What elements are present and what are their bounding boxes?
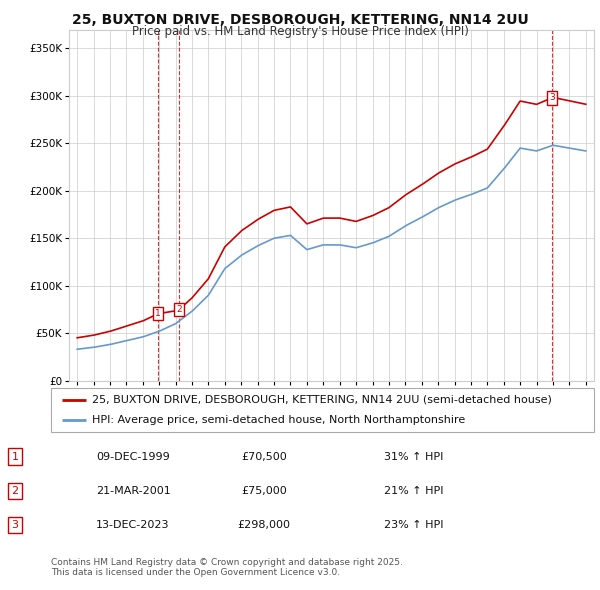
- Text: 1: 1: [155, 309, 161, 318]
- Text: 13-DEC-2023: 13-DEC-2023: [96, 520, 170, 530]
- Text: 2: 2: [176, 305, 182, 314]
- Text: £70,500: £70,500: [241, 452, 287, 461]
- Text: 1: 1: [11, 452, 19, 461]
- Text: Contains HM Land Registry data © Crown copyright and database right 2025.
This d: Contains HM Land Registry data © Crown c…: [51, 558, 403, 577]
- Text: £75,000: £75,000: [241, 486, 287, 496]
- Text: 3: 3: [549, 93, 555, 103]
- FancyBboxPatch shape: [51, 388, 594, 432]
- Text: 21% ↑ HPI: 21% ↑ HPI: [384, 486, 443, 496]
- Text: 09-DEC-1999: 09-DEC-1999: [96, 452, 170, 461]
- Text: Price paid vs. HM Land Registry's House Price Index (HPI): Price paid vs. HM Land Registry's House …: [131, 25, 469, 38]
- Text: HPI: Average price, semi-detached house, North Northamptonshire: HPI: Average price, semi-detached house,…: [92, 415, 465, 425]
- Text: £298,000: £298,000: [238, 520, 290, 530]
- Text: 25, BUXTON DRIVE, DESBOROUGH, KETTERING, NN14 2UU (semi-detached house): 25, BUXTON DRIVE, DESBOROUGH, KETTERING,…: [92, 395, 551, 405]
- Text: 21-MAR-2001: 21-MAR-2001: [96, 486, 171, 496]
- Text: 23% ↑ HPI: 23% ↑ HPI: [384, 520, 443, 530]
- Text: 31% ↑ HPI: 31% ↑ HPI: [384, 452, 443, 461]
- Text: 3: 3: [11, 520, 19, 530]
- Text: 25, BUXTON DRIVE, DESBOROUGH, KETTERING, NN14 2UU: 25, BUXTON DRIVE, DESBOROUGH, KETTERING,…: [71, 13, 529, 27]
- Text: 2: 2: [11, 486, 19, 496]
